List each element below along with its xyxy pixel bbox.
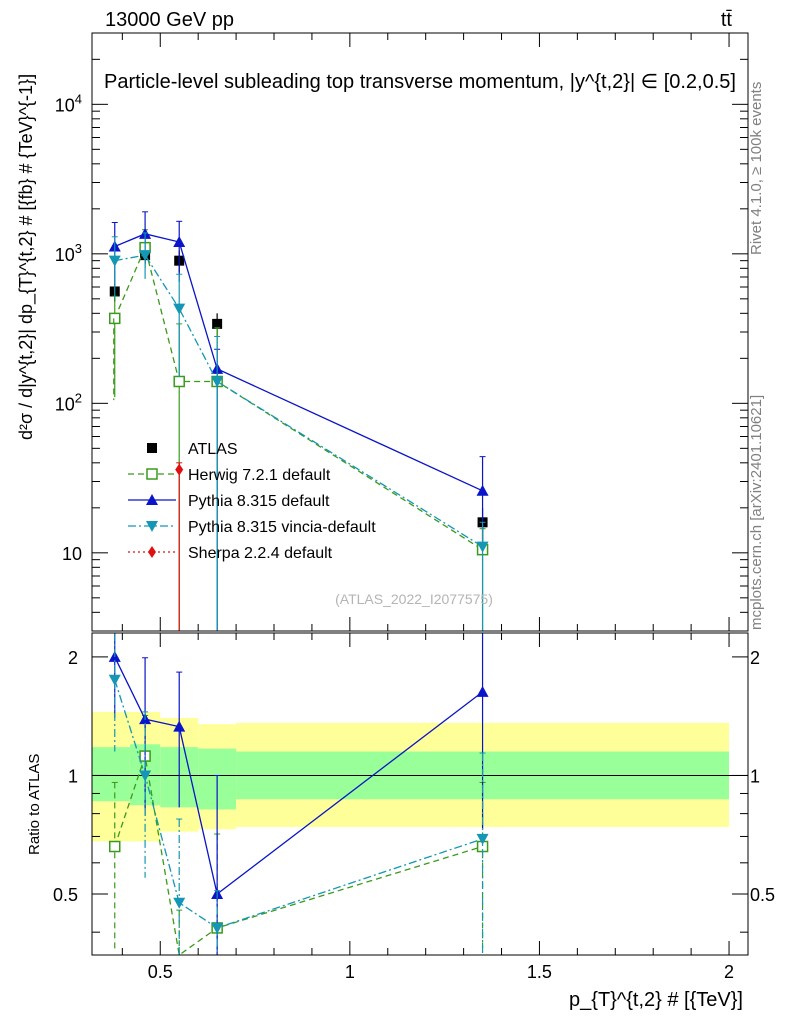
series-4 — [175, 462, 184, 631]
mcplots-label: mcplots.cern.ch [arXiv:2401.10621] — [748, 395, 765, 630]
ratio-y-tick-label: 0.5 — [53, 885, 78, 905]
data-point — [476, 484, 489, 496]
legend-marker — [146, 494, 158, 505]
legend-label: Pythia 8.315 default — [188, 493, 330, 510]
ratio-point — [108, 674, 121, 686]
x-axis-label: p_{T}^{t,2} # [{TeV}] — [569, 989, 743, 1011]
energy-label: 13000 GeV pp — [105, 9, 234, 31]
legend-entry-2: Pythia 8.315 default — [128, 493, 330, 510]
ratio-point — [139, 770, 152, 782]
legend-entry-4: Sherpa 2.2.4 default — [128, 545, 333, 562]
legend-marker — [146, 521, 158, 532]
ratio-point — [109, 840, 121, 853]
main-axes: 10 102 103 104 — [55, 32, 748, 632]
process-label: tt̄ — [721, 9, 733, 31]
x-tick-label: 1.5 — [527, 962, 552, 982]
band-inner-0 — [92, 747, 130, 802]
y-tick-label: 10 — [62, 544, 82, 564]
data-point — [476, 541, 489, 553]
rivet-label: Rivet 4.1.0, ≥ 100k events — [748, 82, 765, 255]
ratio-point — [476, 833, 489, 845]
ratio-point — [211, 922, 224, 934]
legend-label: Pythia 8.315 vincia-default — [188, 519, 376, 536]
data-point — [173, 235, 186, 247]
chart-title: Particle-level subleading top transverse… — [104, 71, 736, 93]
y-tick-label: 102 — [55, 390, 82, 414]
legend-label: ATLAS — [188, 441, 238, 458]
legend-marker — [147, 443, 157, 453]
main-y-axis-label: d²σ / d|y^{t,2}| dp_{T}^{t,2} # [{fb} # … — [16, 74, 37, 440]
ratio-plot-data — [92, 632, 748, 957]
data-point — [109, 312, 121, 325]
data-point — [173, 303, 186, 315]
data-point — [211, 376, 224, 388]
ratio-y-tick-label-right: 2 — [750, 648, 760, 668]
ratio-series-3 — [108, 632, 489, 955]
data-point — [108, 255, 121, 267]
data-point — [139, 250, 152, 262]
ratio-y-tick-label-right: 0.5 — [750, 885, 775, 905]
ratio-y-tick-label: 2 — [68, 648, 78, 668]
x-tick-label: 2 — [724, 962, 734, 982]
watermark: (ATLAS_2022_I2077575) — [335, 591, 493, 607]
data-point — [212, 318, 223, 329]
ratio-axes: 0.5 1 1.5 2 0.5 0.5 1 1 2 2 — [53, 633, 775, 982]
ratio-y-tick-label: 1 — [68, 766, 78, 786]
legend-entry-1: Herwig 7.2.1 default — [128, 467, 331, 484]
data-point — [173, 375, 185, 388]
ratio-line — [114, 679, 483, 929]
legend-entry-3: Pythia 8.315 vincia-default — [128, 519, 376, 536]
ratio-point — [173, 897, 186, 909]
legend-label: Herwig 7.2.1 default — [188, 467, 331, 484]
ratio-y-tick-label-right: 1 — [750, 766, 760, 786]
legend-marker — [146, 468, 158, 480]
series-line — [114, 254, 483, 548]
ratio-line — [114, 755, 483, 957]
legend-marker — [148, 546, 156, 558]
legend: ATLAS Herwig 7.2.1 default Pythia 8.315 de… — [128, 441, 376, 562]
main-plot-data — [108, 211, 489, 631]
series-1 — [109, 229, 489, 631]
y-tick-label: 104 — [55, 91, 82, 115]
series-2 — [108, 211, 489, 631]
legend-label: Sherpa 2.2.4 default — [188, 545, 333, 562]
ratio-point — [476, 685, 489, 697]
data-point — [175, 463, 184, 476]
ratio-point — [173, 720, 186, 732]
main-frame — [91, 32, 749, 632]
ratio-panel: 0.5 1 1.5 2 0.5 0.5 1 1 2 2 Ratio to ATLAS p_{T}^… — [26, 632, 775, 1011]
series-3 — [108, 232, 489, 631]
x-tick-label: 1 — [345, 962, 355, 982]
ratio-y-axis-label: Ratio to ATLAS — [26, 754, 43, 855]
main-panel: 10 102 103 104 Particle-level subleading to… — [16, 32, 749, 632]
ratio-frame — [91, 632, 749, 956]
x-tick-label: 0.5 — [148, 962, 173, 982]
series-line — [114, 233, 483, 492]
legend-entry-0: ATLAS — [147, 441, 238, 458]
y-tick-label: 103 — [55, 241, 82, 265]
